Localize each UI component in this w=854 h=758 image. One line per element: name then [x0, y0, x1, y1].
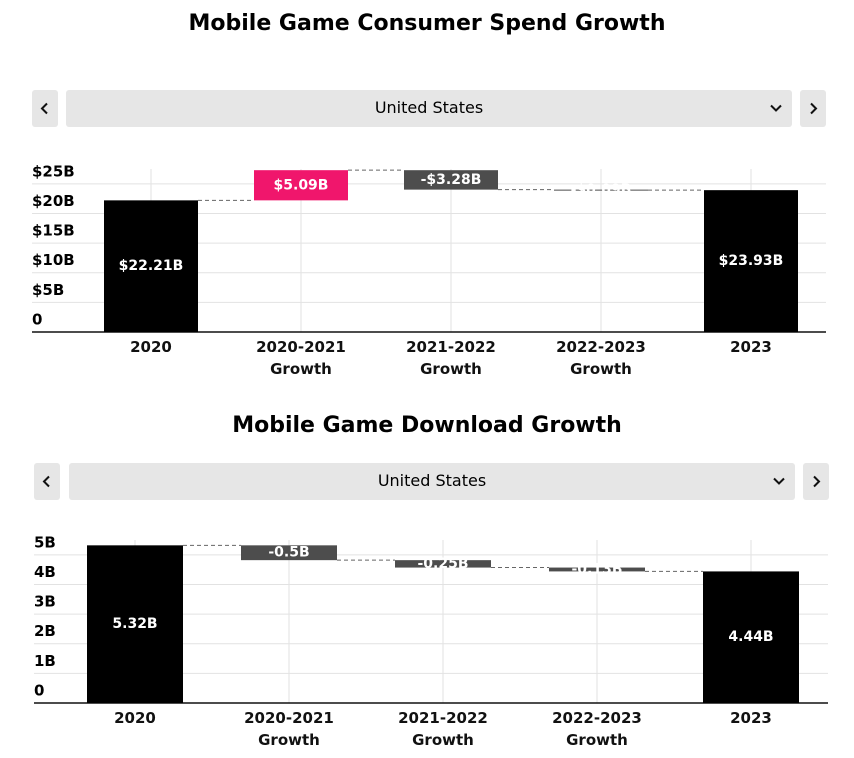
bar — [554, 189, 648, 191]
value-label: -$3.28B — [421, 172, 482, 188]
value-label: -0.5B — [268, 545, 309, 561]
x-tick-label: 2023 — [730, 709, 772, 727]
y-tick-label: 5B — [34, 533, 56, 551]
region-dropdown[interactable] — [69, 463, 795, 500]
x-tick-label: 2023 — [730, 338, 772, 356]
prev-icon — [42, 475, 50, 488]
bar — [704, 190, 798, 332]
y-tick-label: $10B — [32, 251, 75, 269]
next-button[interactable] — [800, 90, 826, 127]
value-label: $5.09B — [274, 177, 329, 193]
dropdown-label: United States — [378, 471, 486, 490]
prev-button[interactable] — [32, 90, 58, 127]
bar — [404, 170, 498, 190]
y-tick-label: 0 — [34, 682, 44, 700]
prev-icon — [40, 102, 48, 115]
x-tick-label: 2021-2022 Growth — [398, 709, 488, 749]
chart-title: Mobile Game Download Growth — [232, 413, 622, 438]
chart-title: Mobile Game Consumer Spend Growth — [189, 11, 666, 36]
value-label: -$0.09B — [571, 182, 632, 198]
prev-button[interactable] — [34, 463, 60, 500]
bar — [241, 545, 337, 561]
y-tick-label: 2B — [34, 622, 56, 640]
value-label: 5.32B — [112, 616, 157, 632]
y-tick-label: $25B — [32, 162, 75, 180]
dropdown-icon — [773, 477, 785, 485]
bar — [87, 545, 183, 703]
x-tick-label: 2020 — [130, 338, 172, 356]
bar — [395, 560, 491, 568]
bar — [104, 200, 198, 332]
value-label: $22.21B — [119, 258, 184, 274]
next-icon — [813, 475, 821, 488]
value-label: -0.25B — [417, 556, 468, 572]
y-tick-label: $20B — [32, 192, 75, 210]
x-tick-label: 2020-2021 Growth — [244, 709, 334, 749]
bar — [703, 571, 799, 703]
y-tick-label: $5B — [32, 281, 64, 299]
bar — [549, 567, 645, 572]
value-label: $23.93B — [719, 253, 784, 269]
y-tick-label: 0 — [32, 311, 42, 329]
y-tick-label: $15B — [32, 222, 75, 240]
y-tick-label: 4B — [34, 563, 56, 581]
region-dropdown[interactable] — [66, 90, 792, 127]
next-icon — [810, 102, 818, 115]
y-tick-label: 1B — [34, 652, 56, 670]
dropdown-label: United States — [375, 98, 483, 117]
x-tick-label: 2022-2023 Growth — [552, 709, 642, 749]
value-label: 4.44B — [728, 629, 773, 645]
dropdown-icon — [770, 104, 782, 112]
y-tick-label: 3B — [34, 593, 56, 611]
x-tick-label: 2021-2022 Growth — [406, 338, 496, 378]
x-tick-label: 2022-2023 Growth — [556, 338, 646, 378]
x-tick-label: 2020 — [114, 709, 156, 727]
bar — [254, 170, 348, 201]
x-tick-label: 2020-2021 Growth — [256, 338, 346, 378]
next-button[interactable] — [803, 463, 829, 500]
value-label: -0.13B — [571, 561, 622, 577]
